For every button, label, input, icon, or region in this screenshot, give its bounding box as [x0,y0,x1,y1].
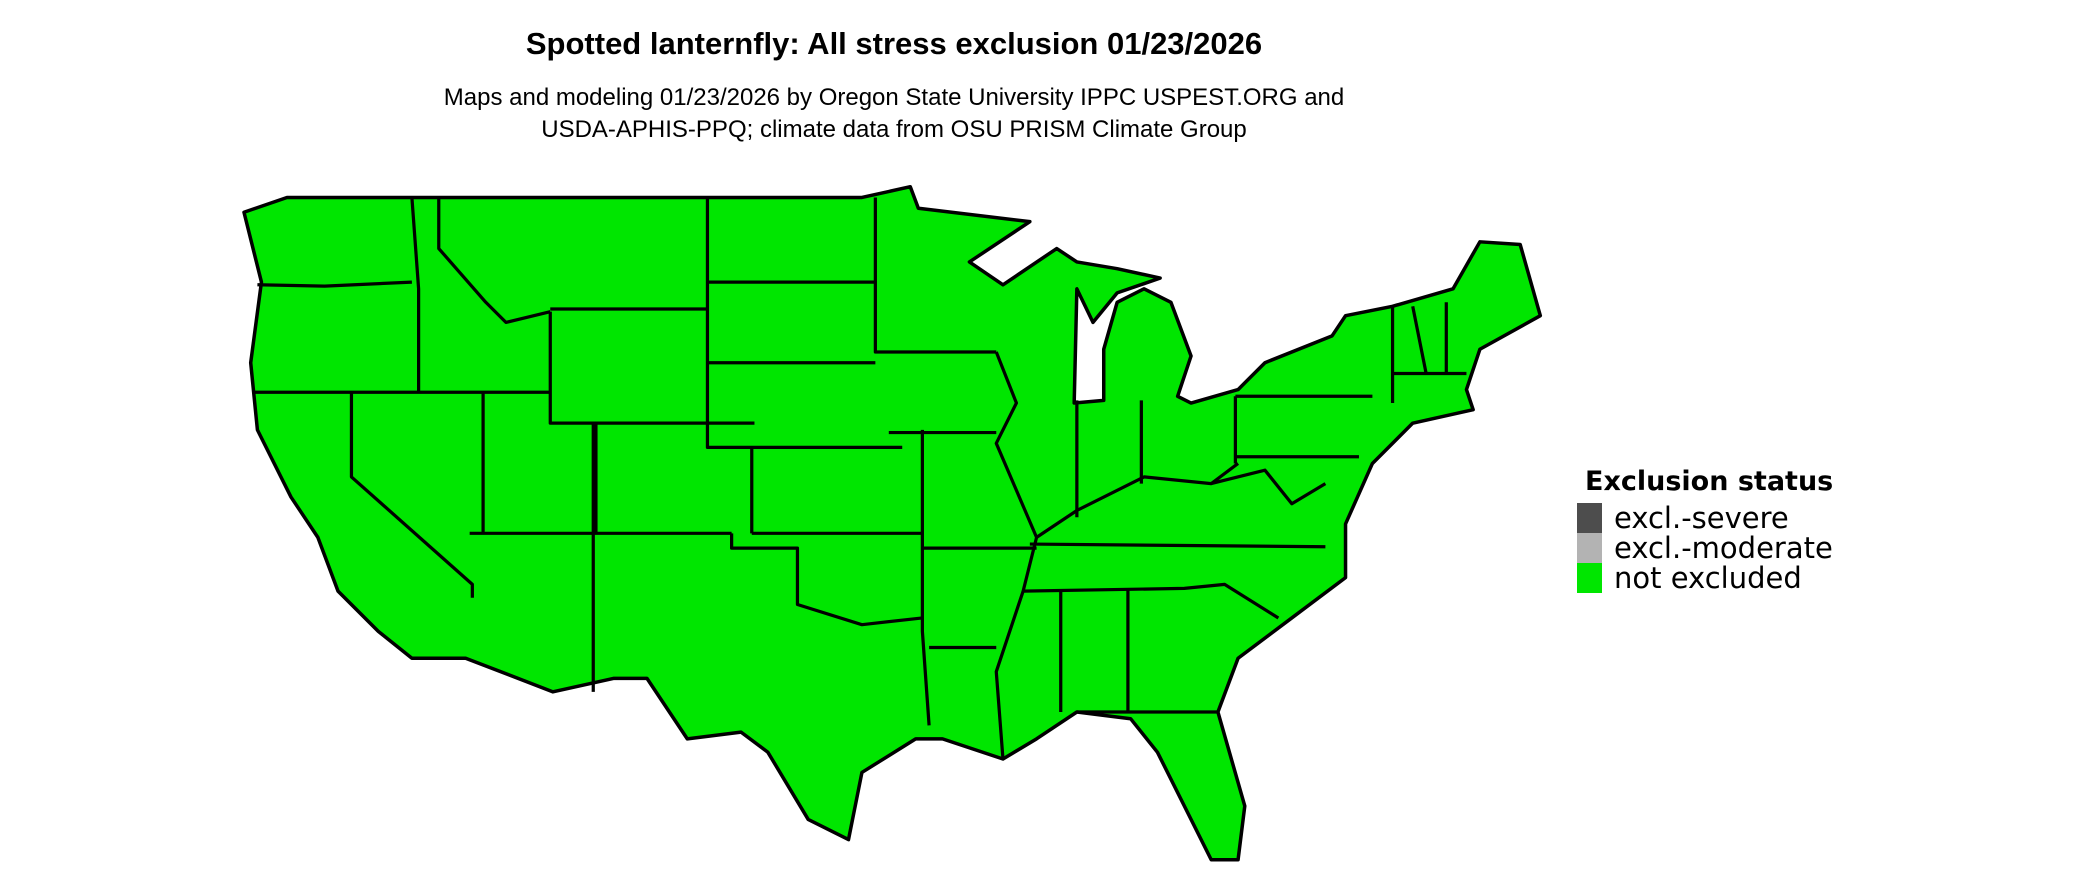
map-title: Spotted lanternfly: All stress exclusion… [525,26,1263,61]
legend-swatch-severe [1577,503,1602,533]
legend-swatch-not-excluded [1577,563,1602,593]
legend: Exclusion status excl.-severe excl.-mode… [1577,466,1833,593]
legend-title: Exclusion status [1585,466,1834,497]
legend-swatch-moderate [1577,533,1602,563]
legend-item-severe: excl.-severe [1577,503,1833,533]
legend-label: excl.-severe [1614,501,1789,535]
legend-item-not-excluded: not excluded [1577,563,1833,593]
legend-label: not excluded [1614,561,1802,595]
legend-item-moderate: excl.-moderate [1577,533,1833,563]
subtitle-line-2: USDA-APHIS-PPQ; climate data from OSU PR… [541,116,1247,143]
subtitle-line-1: Maps and modeling 01/23/2026 by Oregon S… [443,84,1345,111]
state-boundaries [253,197,1467,760]
legend-label: excl.-moderate [1614,531,1833,565]
us-outline [242,184,1543,862]
